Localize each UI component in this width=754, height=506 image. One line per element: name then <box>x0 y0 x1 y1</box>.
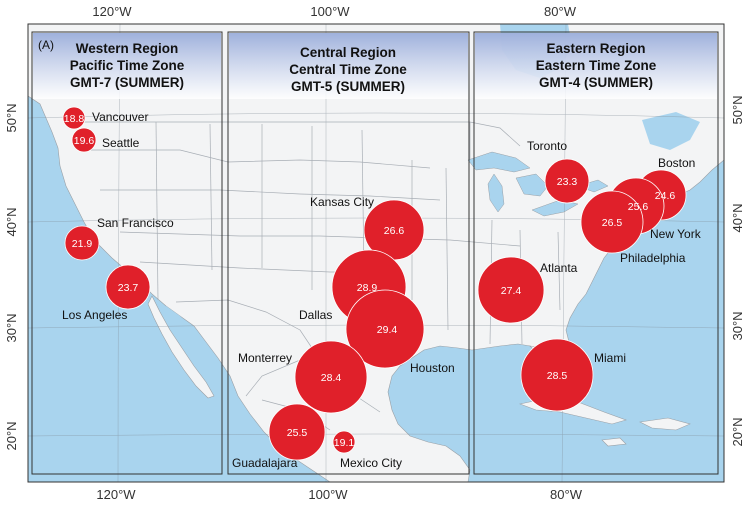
value-vancouver: 18.8 <box>64 113 85 125</box>
value-kansas-city: 26.6 <box>384 225 405 237</box>
bubble-monterrey[interactable] <box>294 340 368 414</box>
central-region-name: Central Region <box>300 45 396 60</box>
great-lakes <box>467 151 609 217</box>
western-region-title: Western Region Pacific Time Zone GMT-7 (… <box>70 41 185 90</box>
city-labels: Vancouver Seattle San Francisco Los Ange… <box>62 110 702 470</box>
value-atlanta: 27.4 <box>501 285 522 297</box>
eastern-region-box <box>473 31 719 475</box>
bubble-toronto[interactable] <box>544 158 590 204</box>
bubble-miami[interactable] <box>520 338 594 412</box>
x-tick-bottom-80w: 80°W <box>550 487 583 502</box>
value-houston: 29.4 <box>377 324 398 336</box>
bubble-houston[interactable] <box>345 289 425 369</box>
label-atlanta: Atlanta <box>540 261 578 275</box>
eastern-region-name: Eastern Region <box>546 41 645 56</box>
label-monterrey: Monterrey <box>238 351 292 365</box>
central-header-bg <box>229 33 468 99</box>
value-los-angeles: 23.7 <box>118 282 139 294</box>
bubble-vancouver[interactable] <box>62 106 86 130</box>
bubble-los-angeles[interactable] <box>105 264 151 310</box>
x-tick-top-80w: 80°W <box>544 4 577 19</box>
value-boston: 24.6 <box>655 190 676 202</box>
eastern-region-title: Eastern Region Eastern Time Zone GMT-4 (… <box>536 41 657 90</box>
label-los-angeles: Los Angeles <box>62 308 127 322</box>
y-tick-right-30n: 30°N <box>730 311 745 340</box>
eastern-region-zone: Eastern Time Zone <box>536 58 657 73</box>
y-tick-right-50n: 50°N <box>730 95 745 124</box>
y-tick-left-50n: 50°N <box>4 103 19 132</box>
label-mexico-city: Mexico City <box>340 456 402 470</box>
bubble-san-francisco[interactable] <box>64 225 100 261</box>
y-tick-right-20n: 20°N <box>730 417 745 446</box>
y-tick-left-40n: 40°N <box>4 207 19 236</box>
x-tick-top-100w: 100°W <box>310 4 350 19</box>
western-region-gmt: GMT-7 (SUMMER) <box>70 75 184 90</box>
x-tick-top-120w: 120°W <box>92 4 132 19</box>
bubble-guadalajara[interactable] <box>268 403 326 461</box>
value-dallas: 28.9 <box>357 282 378 294</box>
label-boston: Boston <box>658 156 695 170</box>
central-region-zone: Central Time Zone <box>289 62 407 77</box>
label-miami: Miami <box>594 351 626 365</box>
value-san-francisco: 21.9 <box>72 238 93 250</box>
label-vancouver: Vancouver <box>92 110 148 124</box>
bubble-philadelphia[interactable] <box>580 190 644 254</box>
bubble-values: 18.8 19.6 21.9 23.7 26.6 28.9 29.4 28.4 … <box>64 113 676 449</box>
label-kansas-city: Kansas City <box>310 195 374 209</box>
value-toronto: 23.3 <box>557 176 578 188</box>
bubble-mexico-city[interactable] <box>332 430 356 454</box>
gulf-of-st-lawrence <box>642 112 700 150</box>
western-region-name: Western Region <box>76 41 179 56</box>
value-mexico-city: 19.1 <box>334 437 355 449</box>
western-region-box <box>31 31 223 475</box>
value-seattle: 19.6 <box>74 135 95 147</box>
axis-labels: 120°W 100°W 80°W 120°W 100°W 80°W 50°N 4… <box>4 4 745 502</box>
label-seattle: Seattle <box>102 136 140 150</box>
value-guadalajara: 25.5 <box>287 427 308 439</box>
value-monterrey: 28.4 <box>321 372 342 384</box>
y-tick-left-30n: 30°N <box>4 313 19 342</box>
bubble-atlanta[interactable] <box>477 256 545 324</box>
y-tick-right-40n: 40°N <box>730 203 745 232</box>
label-san-francisco: San Francisco <box>97 216 174 230</box>
x-tick-bottom-100w: 100°W <box>308 487 348 502</box>
gulf-of-california <box>166 306 228 380</box>
label-houston: Houston <box>410 361 455 375</box>
western-region-zone: Pacific Time Zone <box>70 58 185 73</box>
central-region-box <box>227 31 470 475</box>
central-region-title: Central Region Central Time Zone GMT-5 (… <box>289 45 407 94</box>
label-philadelphia: Philadelphia <box>620 251 686 265</box>
label-toronto: Toronto <box>527 139 567 153</box>
region-boxes <box>31 31 719 475</box>
label-dallas: Dallas <box>299 308 332 322</box>
panel-label: (A) <box>38 38 54 52</box>
value-philadelphia: 26.5 <box>602 217 623 229</box>
baja-peninsula <box>147 295 215 399</box>
bubble-seattle[interactable] <box>71 127 97 153</box>
x-tick-bottom-120w: 120°W <box>96 487 136 502</box>
value-miami: 28.5 <box>547 370 568 382</box>
city-bubbles <box>62 106 687 461</box>
map-frame <box>27 23 725 483</box>
eastern-header-bg <box>475 33 717 99</box>
label-new-york: New York <box>650 227 702 241</box>
y-tick-left-20n: 20°N <box>4 421 19 450</box>
value-new-york: 25.6 <box>628 201 649 213</box>
central-region-gmt: GMT-5 (SUMMER) <box>291 79 405 94</box>
eastern-region-gmt: GMT-4 (SUMMER) <box>539 75 653 90</box>
label-guadalajara: Guadalajara <box>232 456 298 470</box>
western-header-bg <box>33 33 221 99</box>
